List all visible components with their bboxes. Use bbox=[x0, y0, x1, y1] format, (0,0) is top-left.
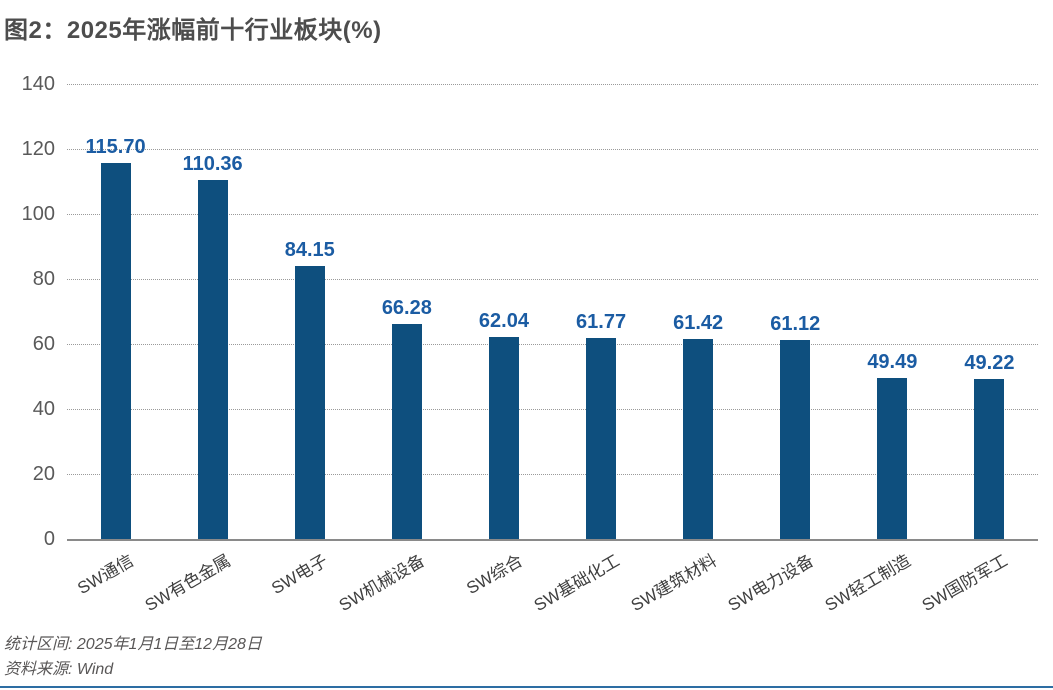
y-axis-tick-label: 40 bbox=[32, 398, 55, 420]
x-axis-category-label: SW通信 bbox=[74, 551, 138, 599]
bar-value-label: 61.77 bbox=[576, 311, 627, 334]
bar-value-label: 62.04 bbox=[478, 310, 529, 333]
y-axis-tick-label: 100 bbox=[21, 203, 55, 225]
bar bbox=[780, 340, 811, 539]
bar bbox=[683, 339, 714, 539]
y-axis-tick-label: 60 bbox=[32, 333, 55, 355]
bottom-accent-rule bbox=[0, 686, 1053, 688]
gridline bbox=[67, 214, 1038, 215]
bar-value-label: 84.15 bbox=[284, 238, 335, 261]
bar-value-label: 110.36 bbox=[182, 153, 243, 176]
bar bbox=[197, 180, 228, 539]
x-axis-category-label: SW电子 bbox=[268, 551, 332, 599]
y-axis-tick-label: 140 bbox=[21, 73, 55, 95]
chart-title: 图2：2025年涨幅前十行业板块(%) bbox=[4, 17, 382, 44]
x-axis-category-label: SW电力设备 bbox=[724, 551, 817, 616]
bar bbox=[488, 337, 519, 539]
bar-value-label: 61.12 bbox=[770, 313, 821, 336]
bar-value-label: 66.28 bbox=[381, 296, 432, 319]
bar-value-label: 49.22 bbox=[964, 352, 1015, 375]
y-axis-tick-label: 80 bbox=[32, 268, 55, 290]
gridline bbox=[67, 149, 1038, 150]
gridline bbox=[67, 409, 1038, 410]
y-axis-tick-label: 0 bbox=[43, 528, 55, 550]
bar bbox=[391, 323, 422, 539]
footer-data-source: 资料来源: Wind bbox=[4, 661, 114, 678]
bar-value-label: 49.49 bbox=[867, 351, 918, 374]
bar bbox=[294, 265, 325, 539]
footer-statistics-period: 统计区间: 2025年1月1日至12月28日 bbox=[4, 636, 262, 653]
y-axis-tick-label: 20 bbox=[32, 463, 55, 485]
gridline bbox=[67, 474, 1038, 475]
x-axis-category-label: SW有色金属 bbox=[142, 551, 235, 616]
gridline bbox=[67, 344, 1038, 345]
x-axis-category-label: SW建筑材料 bbox=[627, 551, 720, 616]
bar bbox=[974, 379, 1005, 539]
y-axis-tick-label: 120 bbox=[21, 138, 55, 160]
bar bbox=[586, 338, 617, 539]
gridline bbox=[67, 84, 1038, 85]
x-axis-category-label: SW轻工制造 bbox=[821, 551, 914, 616]
gridline bbox=[67, 279, 1038, 280]
x-axis-category-label: SW国防军工 bbox=[918, 551, 1011, 616]
plot-area bbox=[67, 84, 1038, 541]
bar bbox=[877, 378, 908, 539]
bar-value-label: 61.42 bbox=[673, 312, 724, 335]
x-axis-category-label: SW基础化工 bbox=[530, 551, 623, 616]
bar-value-label: 115.70 bbox=[85, 135, 146, 158]
bar bbox=[100, 162, 131, 539]
x-axis-category-label: SW机械设备 bbox=[336, 551, 429, 616]
x-axis-category-label: SW综合 bbox=[462, 551, 526, 599]
